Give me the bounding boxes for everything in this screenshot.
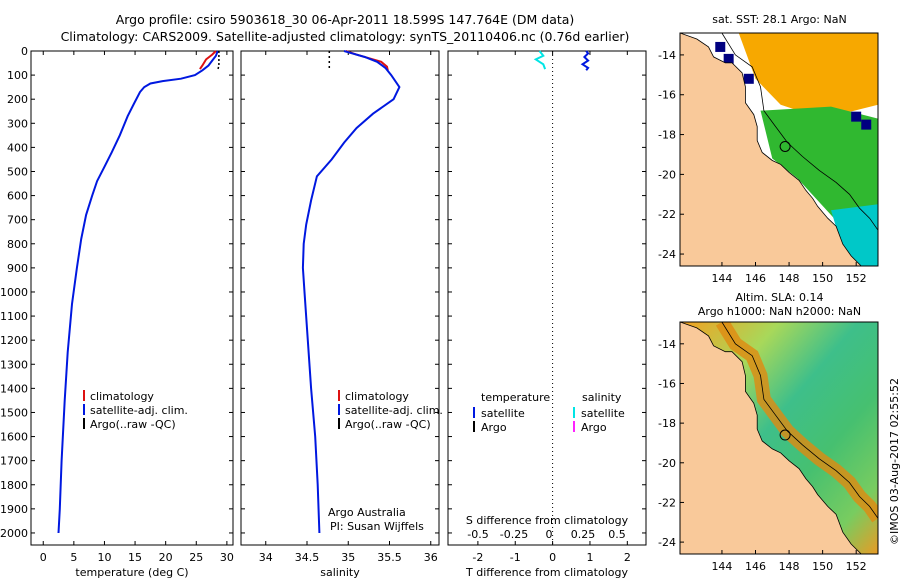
series-line [301, 50, 401, 534]
legend-label: Argo [481, 421, 507, 434]
s-tick-label: -0.25 [500, 528, 528, 541]
y-tick-label: 1500 [0, 406, 28, 419]
plot-frame [30, 50, 234, 546]
x-tick-label: 35.5 [377, 551, 402, 564]
series-line [199, 50, 217, 70]
temperature-panel: 0 5 10 15 20 25 300100200300400500600700800900… [0, 45, 234, 579]
plot-frame [240, 50, 440, 546]
x-tick-label: -1 [510, 551, 521, 564]
credit-argo-australia: Argo Australia [328, 506, 406, 519]
legend-label: climatology [90, 390, 154, 403]
difference-legend: temperature salinitysatelliteArgosatellit… [473, 391, 625, 434]
credit-pi: PI: Susan Wijffels [330, 520, 424, 533]
x-axis-label: T difference from climatology [465, 566, 628, 579]
legend-label: satellite-adj. clim. [345, 404, 443, 417]
y-tick-label: 1900 [0, 503, 28, 516]
x-tick-label: 35 [341, 551, 355, 564]
plot-frame [447, 50, 647, 546]
x-axis-label: temperature (deg C) [75, 566, 188, 579]
legend-label: Argo [581, 421, 607, 434]
s-axis-label: S difference from climatology [466, 514, 629, 527]
x-tick-label: 20 [159, 551, 173, 564]
legend-label: climatology [345, 390, 409, 403]
y-tick-label: 1100 [0, 310, 28, 323]
y-tick-label: 400 [7, 141, 28, 154]
y-tick-label: 500 [7, 165, 28, 178]
y-tick-label: 700 [7, 214, 28, 227]
y-tick-label: 1000 [0, 286, 28, 299]
y-tick-label: 1800 [0, 479, 28, 492]
x-tick-label: 10 [97, 551, 111, 564]
y-tick-label: 1400 [0, 382, 28, 395]
s-tick-label: -0.5 [467, 528, 488, 541]
x-tick-label: 36 [424, 551, 438, 564]
difference-panel: -2 -1 0 1 2 T difference from climatology S di… [447, 50, 647, 579]
x-tick-label: 0 [40, 551, 47, 564]
series-line [580, 50, 590, 71]
y-tick-label: 800 [7, 238, 28, 251]
y-tick-label: 1300 [0, 358, 28, 371]
legend-label: Argo(..raw -QC) [345, 418, 431, 431]
y-tick-label: 1200 [0, 334, 28, 347]
legend-salinity-title: salinity [582, 391, 622, 404]
figure-title-line2: Climatology: CARS2009. Satellite-adjuste… [60, 29, 630, 44]
s-tick-label: 0.25 [571, 528, 596, 541]
sst-map-title: sat. SST: 28.1 Argo: NaN [712, 13, 847, 26]
series-line [533, 50, 547, 70]
s-tick-label: 0 [546, 528, 553, 541]
figure-title-line1: Argo profile: csiro 5903618_30 06-Apr-20… [115, 12, 575, 27]
y-tick-label: 100 [7, 69, 28, 82]
x-tick-label: 1 [586, 551, 593, 564]
x-tick-label: 15 [128, 551, 142, 564]
sla-map-title-1: Altim. SLA: 0.14 [735, 291, 824, 304]
y-tick-label: 0 [21, 45, 28, 58]
x-tick-label: -2 [472, 551, 483, 564]
series-line [57, 50, 219, 534]
y-tick-label: 600 [7, 190, 28, 203]
x-tick-label: 2 [624, 551, 631, 564]
y-tick-label: 1600 [0, 431, 28, 444]
legend-label: satellite-adj. clim. [90, 404, 188, 417]
salinity-panel: 34 34.5 35 35.5 36 salinity [240, 50, 440, 579]
y-tick-label: 200 [7, 93, 28, 106]
legend-label: satellite [481, 407, 525, 420]
y-tick-label: 300 [7, 117, 28, 130]
legend-label: satellite [581, 407, 625, 420]
y-tick-label: 2000 [0, 527, 28, 540]
legend-label: Argo(..raw -QC) [90, 418, 176, 431]
x-tick-label: 5 [70, 551, 77, 564]
x-tick-label: 34 [259, 551, 273, 564]
x-tick-label: 25 [189, 551, 203, 564]
legend-temperature-title: temperature [481, 391, 550, 404]
sla-map-title-2: Argo h1000: NaN h2000: NaN [697, 305, 862, 318]
x-tick-label: 0 [549, 551, 556, 564]
x-tick-label: 34.5 [295, 551, 320, 564]
s-tick-label: 0.5 [608, 528, 626, 541]
y-tick-label: 1700 [0, 455, 28, 468]
y-tick-label: 900 [7, 262, 28, 275]
x-axis-label: salinity [320, 566, 360, 579]
series-line [216, 51, 220, 71]
x-tick-label: 30 [220, 551, 234, 564]
